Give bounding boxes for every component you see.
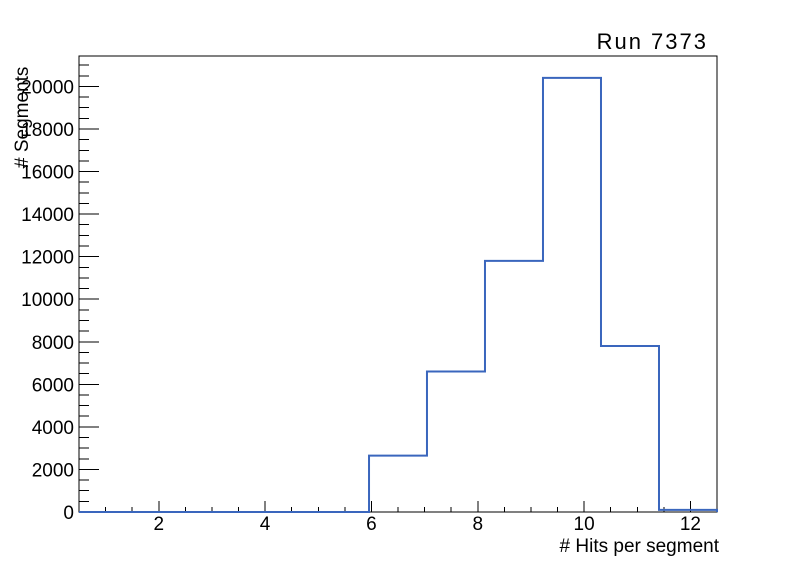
x-tick-label: 10 [574, 514, 595, 535]
y-tick-label: 16000 [21, 163, 74, 184]
y-tick-label: 4000 [32, 418, 74, 439]
chart-title: Run 7373 [596, 29, 708, 54]
x-tick-label: 6 [366, 514, 377, 535]
y-tick-label: 10000 [21, 290, 74, 311]
x-axis-title: # Hits per segment [559, 536, 719, 557]
y-tick-label: 0 [63, 503, 74, 524]
y-tick-label: 20000 [21, 77, 74, 98]
y-tick-label: 2000 [32, 460, 74, 481]
y-tick-label: 18000 [21, 120, 74, 141]
plot-frame [78, 55, 718, 513]
x-tick-label: 4 [260, 514, 271, 535]
y-tick-label: 8000 [32, 333, 74, 354]
y-axis-title: # Segments [12, 66, 33, 168]
y-tick-label: 6000 [32, 375, 74, 396]
x-tick-label: 2 [153, 514, 164, 535]
x-tick-label: 8 [472, 514, 483, 535]
y-tick-label: 12000 [21, 248, 74, 269]
x-tick-label: 12 [680, 514, 701, 535]
y-tick-label: 14000 [21, 205, 74, 226]
histogram-line [79, 76, 718, 513]
